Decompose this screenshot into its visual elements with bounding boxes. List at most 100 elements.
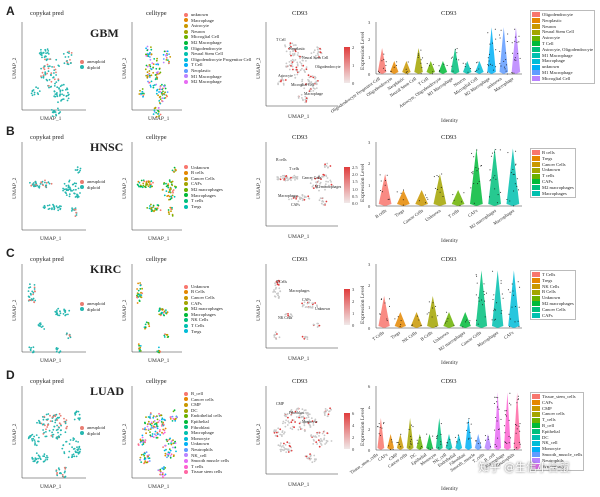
umap-point (326, 177, 329, 179)
legend-label: T Cell (542, 40, 554, 46)
umap-point (43, 68, 46, 71)
violin-point (403, 189, 404, 191)
violin-point (452, 194, 454, 196)
umap-point (283, 174, 286, 177)
umap-point (49, 58, 51, 61)
umap-point (145, 432, 147, 435)
violin-point (378, 433, 380, 435)
legend-item: M2 macrophages (184, 187, 223, 193)
legend-label: Oligodendrocyte (191, 45, 222, 51)
category-slot: NK Cells (398, 330, 418, 344)
violin-point (381, 427, 383, 429)
colorbar-tick: 1 (352, 311, 355, 316)
umap-point (165, 182, 167, 185)
violin-point (519, 57, 521, 59)
legend-label: B cells (542, 150, 555, 155)
violin-point (516, 424, 518, 426)
violin-point (446, 311, 448, 313)
umap-point (290, 65, 292, 67)
y-axis-label: UMAP_2 (12, 423, 18, 445)
umap-point (297, 52, 299, 54)
legend-swatch (532, 405, 540, 411)
umap-point (300, 416, 302, 419)
umap-point (150, 180, 153, 183)
umap-point (312, 184, 315, 187)
violin-point (446, 65, 448, 66)
violin-point (416, 439, 418, 441)
umap-point (65, 427, 68, 429)
violin-point (435, 325, 437, 327)
umap-point (288, 177, 291, 180)
umap-point (307, 422, 310, 424)
umap-point (148, 81, 151, 84)
umap-point (51, 207, 53, 210)
umap-point (140, 291, 142, 294)
umap-point (310, 434, 313, 436)
violin-point (471, 152, 473, 154)
umap-point (158, 412, 160, 415)
violin-point (394, 318, 396, 320)
umap-point (163, 310, 166, 313)
legend-item: Microglial Cell (532, 76, 593, 82)
umap-point (73, 208, 76, 211)
umap-point (58, 416, 61, 419)
cluster-label: CAFs (291, 203, 300, 207)
umap-point (327, 186, 330, 188)
umap-point (290, 313, 293, 316)
umap-point (57, 101, 59, 104)
legend-swatch (532, 185, 540, 191)
violin-point (505, 64, 507, 66)
umap-point (27, 437, 30, 440)
umap-point (56, 312, 59, 315)
umap-point (290, 414, 293, 417)
legend-swatch (184, 40, 188, 45)
violin-point (481, 299, 483, 301)
umap-point (49, 414, 51, 417)
umap-point (326, 409, 329, 411)
violin-shape (445, 434, 453, 450)
umap-point (165, 309, 167, 311)
umap-point (47, 70, 50, 73)
umap-point (55, 350, 58, 353)
umap-point (51, 115, 54, 117)
umap-point (145, 184, 147, 186)
violin-point (496, 420, 498, 422)
feature-title: CD93 (292, 10, 308, 17)
umap-point (156, 76, 159, 79)
violin-point (470, 187, 472, 189)
umap-point (316, 46, 319, 48)
violin-point (402, 199, 404, 201)
umap-point (303, 417, 306, 420)
umap-point (277, 427, 280, 430)
umap-point (315, 421, 318, 423)
violin-point (462, 62, 464, 64)
legend-label: CAFs (542, 312, 553, 318)
feature-umap (265, 22, 338, 107)
umap-point (143, 428, 146, 431)
legend-swatch (532, 423, 540, 429)
umap-point (53, 85, 56, 87)
umap-point (148, 72, 151, 75)
cluster-label: Astrocyte (278, 74, 293, 78)
panel-label: B (6, 124, 15, 138)
umap-point (328, 410, 330, 413)
umap-point (317, 51, 320, 53)
umap-point (70, 52, 73, 54)
violin-point (505, 442, 507, 443)
umap-point (157, 71, 159, 73)
umap-point (53, 90, 56, 93)
umap-point (46, 72, 48, 75)
umap-point (162, 61, 165, 64)
violin-point (506, 41, 508, 42)
violin-point (515, 59, 517, 61)
violin-point (494, 151, 496, 153)
umap-point (68, 179, 71, 182)
legend-item: Neoplastic (532, 18, 593, 24)
legend-swatch (184, 312, 188, 317)
umap-point (152, 181, 154, 184)
violin-point (412, 426, 414, 428)
umap-point (163, 336, 166, 338)
violin-point (420, 73, 422, 75)
violin-point (427, 447, 429, 449)
legend-item: B cells (532, 150, 574, 156)
